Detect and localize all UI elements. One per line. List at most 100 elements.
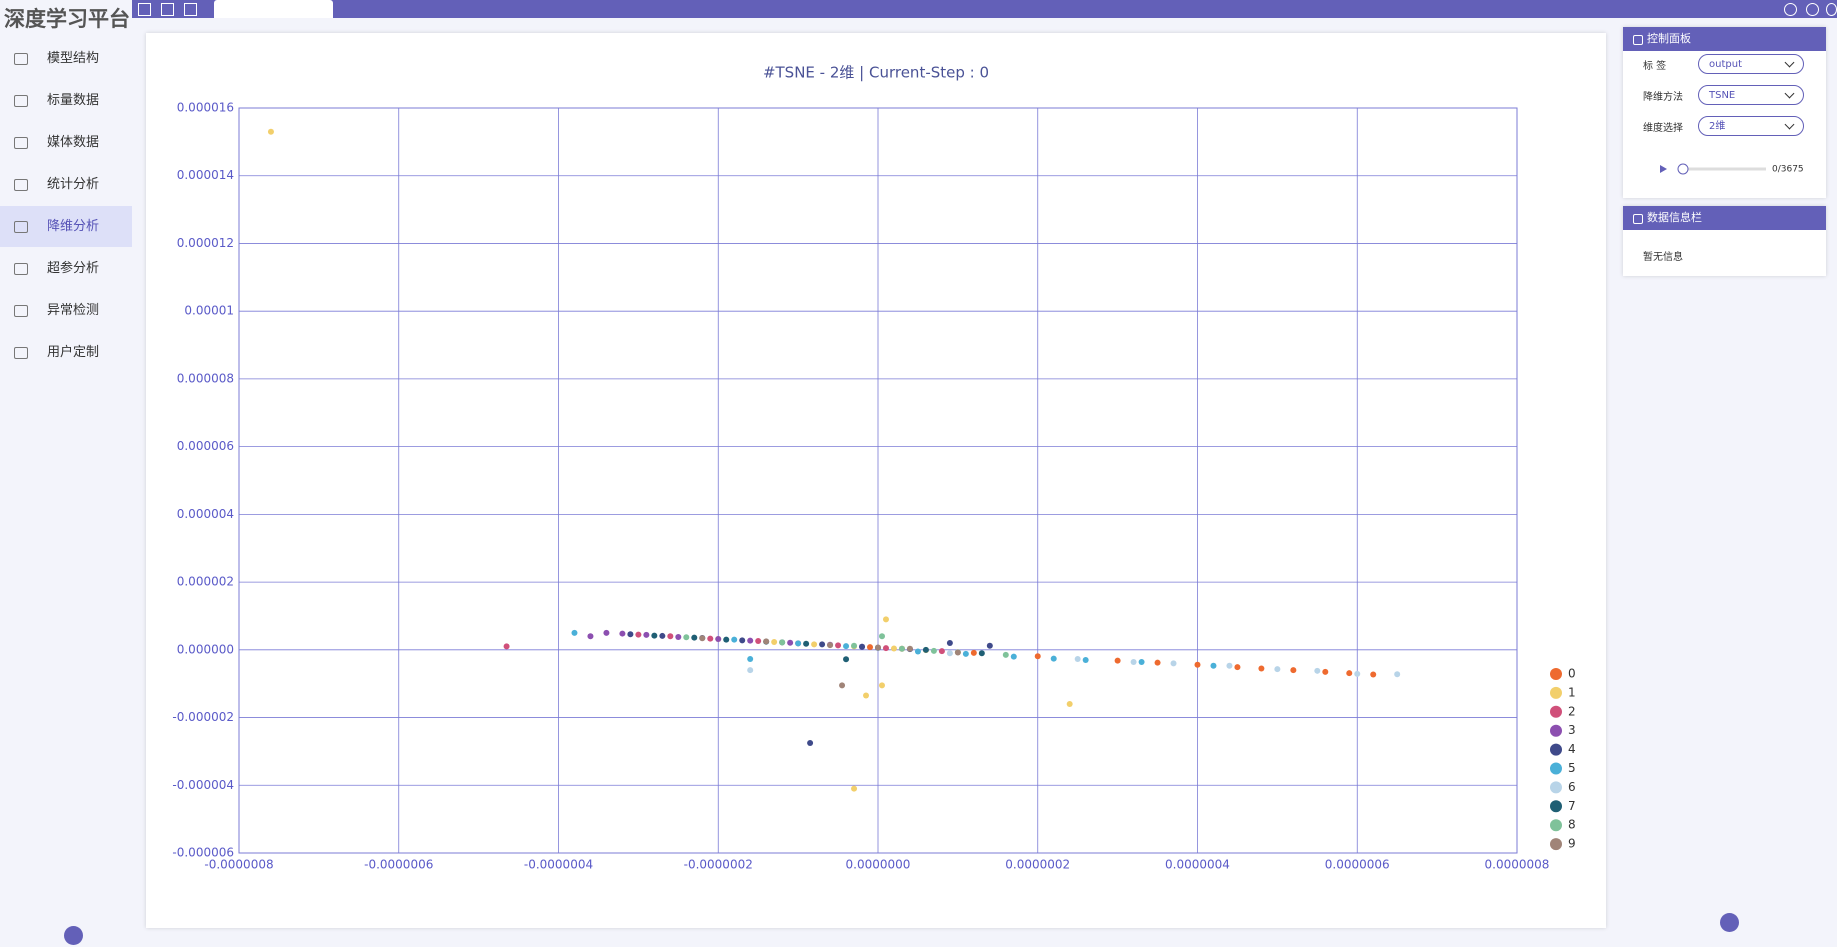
point [1234,664,1241,671]
point [1322,668,1329,675]
collapse-button[interactable] [64,926,83,945]
point [906,645,913,652]
legend-label: 2 [1568,704,1576,718]
menu-icon [14,53,28,65]
legend-marker[interactable] [1550,838,1562,851]
legend-label: 7 [1568,799,1576,813]
user-button[interactable] [1826,3,1837,16]
field-label: 标 签 [1643,61,1667,72]
y-tick-label: 0.000016 [177,101,234,115]
point [1170,660,1177,667]
point [978,650,985,657]
point [1290,667,1297,674]
point [867,644,874,651]
menu-label: 统计分析 [47,177,100,192]
legend-marker[interactable] [1550,800,1562,813]
point [747,667,754,674]
y-tick-label: 0.000014 [177,168,234,182]
menu-item[interactable]: 媒体数据 [0,122,132,163]
point [970,649,977,656]
legend-marker[interactable] [1550,743,1562,756]
point [1194,661,1201,668]
menu-item[interactable]: 标量数据 [0,80,132,121]
point [914,648,921,655]
point [707,635,714,642]
point [803,640,810,647]
menu-item[interactable]: 用户定制 [0,332,132,373]
point [1050,655,1057,662]
play-button[interactable] [1660,165,1667,173]
x-tick-label: 0.0000000 [846,858,911,872]
x-tick-label: 0.0000004 [1165,858,1230,872]
legend-label: 9 [1568,837,1576,851]
tool-button[interactable] [161,3,174,16]
point [1370,671,1377,678]
point [946,650,953,657]
legend-marker[interactable] [1550,781,1562,794]
refresh-button[interactable] [1784,3,1797,16]
tab-select[interactable] [214,0,333,18]
point [627,631,634,638]
plot-border [238,107,1518,854]
field-select[interactable]: output [1698,54,1804,74]
menu-label: 降维分析 [47,219,100,234]
x-tick-label: 0.0000008 [1485,858,1550,872]
legend-marker[interactable] [1550,686,1562,699]
legend-marker[interactable] [1550,724,1562,737]
tool-button[interactable] [184,3,197,16]
point [962,650,969,657]
legend-marker[interactable] [1550,705,1562,718]
field-select[interactable]: 2维 [1698,116,1804,136]
point [922,646,929,653]
legend-label: 4 [1568,742,1576,756]
chart-card: #TSNE - 2维 | Current-Step : 0 -0.0000008… [146,33,1606,928]
point [619,630,626,637]
point [843,656,850,663]
point [1314,667,1321,674]
point [1074,655,1081,662]
tool-button[interactable] [138,3,151,16]
point [807,739,814,746]
menu-item[interactable]: 降维分析 [0,206,132,247]
point [839,682,846,689]
menu-item[interactable]: 超参分析 [0,248,132,289]
point [954,649,961,656]
point [859,643,866,650]
menu-item[interactable]: 异常检测 [0,290,132,331]
point [587,633,594,640]
point [835,642,842,649]
settings-button[interactable] [1806,3,1819,16]
progress-text: 0/3675 [1772,165,1804,175]
legend-marker[interactable] [1550,762,1562,775]
menu-icon [14,305,28,317]
point [851,785,858,792]
legend-marker[interactable] [1550,668,1562,680]
point [667,633,674,640]
point [787,639,794,646]
point [691,634,698,641]
point [267,128,274,135]
x-tick-label: -0.0000008 [204,858,273,872]
legend-marker[interactable] [1550,819,1562,832]
point [1082,656,1089,663]
point [878,633,885,640]
point [1130,659,1137,666]
point [755,638,762,645]
panel-title: 控制面板 [1623,27,1826,51]
info-message: 暂无信息 [1643,252,1683,263]
point [771,639,778,646]
menu-item[interactable]: 模型结构 [0,38,132,79]
y-tick-label: 0.00001 [184,304,234,318]
y-tick-label: -0.000004 [172,778,234,792]
point [715,635,722,642]
point [603,629,610,636]
collapse-button[interactable] [1720,913,1739,932]
x-tick-label: -0.0000002 [684,858,753,872]
y-tick-label: 0.000006 [177,439,234,453]
point [1034,653,1041,660]
x-tick-label: -0.0000006 [364,858,433,872]
menu-item[interactable]: 统计分析 [0,164,132,205]
slider-handle[interactable] [1677,163,1689,175]
field-select[interactable]: TSNE [1698,85,1804,105]
y-tick-label: -0.000002 [172,710,234,724]
